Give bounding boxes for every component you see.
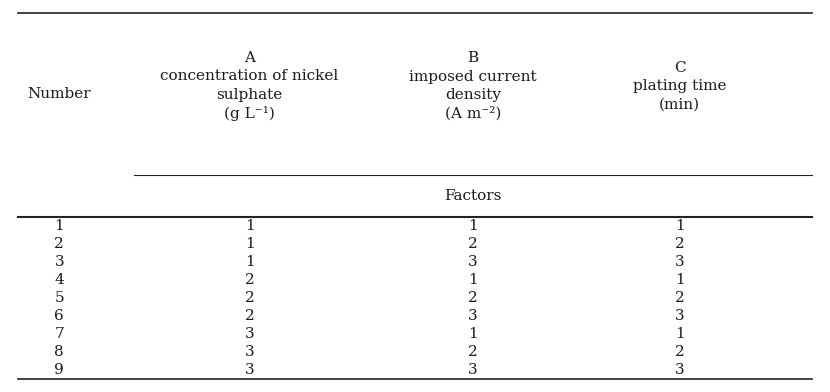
- Text: 1: 1: [55, 220, 64, 233]
- Text: 2: 2: [675, 237, 685, 251]
- Text: 3: 3: [245, 327, 254, 341]
- Text: 1: 1: [675, 273, 685, 287]
- Text: 2: 2: [245, 291, 255, 305]
- Text: 1: 1: [245, 255, 255, 269]
- Text: 1: 1: [468, 273, 478, 287]
- Text: 4: 4: [55, 273, 64, 287]
- Text: 2: 2: [245, 273, 255, 287]
- Text: 3: 3: [468, 309, 478, 323]
- Text: 7: 7: [55, 327, 64, 341]
- Text: 2: 2: [55, 237, 64, 251]
- Text: 2: 2: [468, 345, 478, 359]
- Text: 3: 3: [245, 345, 254, 359]
- Text: 2: 2: [245, 309, 255, 323]
- Text: 1: 1: [468, 220, 478, 233]
- Text: Number: Number: [27, 87, 91, 101]
- Text: B
imposed current
density
(A m⁻²): B imposed current density (A m⁻²): [409, 51, 537, 121]
- Text: 3: 3: [245, 363, 254, 377]
- Text: 6: 6: [55, 309, 64, 323]
- Text: C
plating time
(min): C plating time (min): [633, 61, 726, 111]
- Text: 3: 3: [468, 255, 478, 269]
- Text: 1: 1: [245, 237, 255, 251]
- Text: 1: 1: [245, 220, 255, 233]
- Text: 1: 1: [675, 327, 685, 341]
- Text: 2: 2: [468, 237, 478, 251]
- Text: 1: 1: [675, 220, 685, 233]
- Text: 3: 3: [675, 255, 685, 269]
- Text: Factors: Factors: [444, 189, 501, 203]
- Text: 2: 2: [675, 345, 685, 359]
- Text: 3: 3: [675, 309, 685, 323]
- Text: 5: 5: [55, 291, 64, 305]
- Text: 1: 1: [468, 327, 478, 341]
- Text: 3: 3: [675, 363, 685, 377]
- Text: 3: 3: [468, 363, 478, 377]
- Text: 2: 2: [675, 291, 685, 305]
- Text: A
concentration of nickel
sulphate
(g L⁻¹): A concentration of nickel sulphate (g L⁻…: [160, 51, 339, 122]
- Text: 2: 2: [468, 291, 478, 305]
- Text: 3: 3: [55, 255, 64, 269]
- Text: 9: 9: [55, 363, 64, 377]
- Text: 8: 8: [55, 345, 64, 359]
